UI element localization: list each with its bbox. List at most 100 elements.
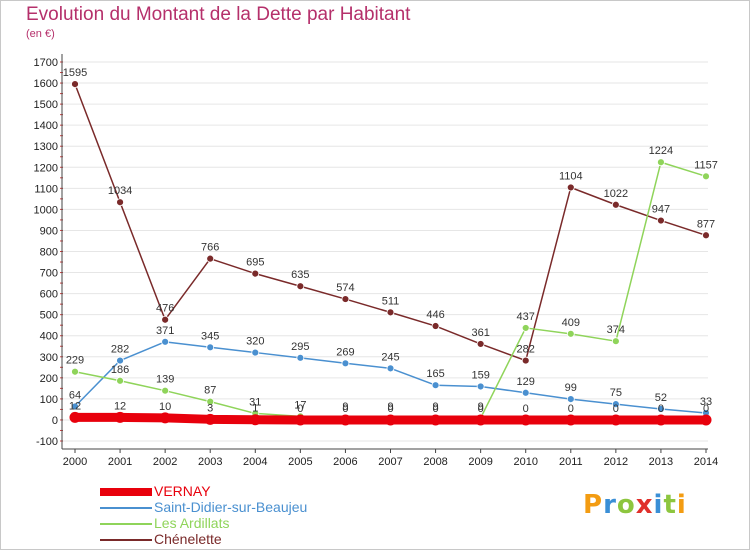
- data-label-3: 947: [652, 204, 670, 216]
- data-label-1: 165: [426, 368, 444, 380]
- data-label-0: 3: [207, 402, 213, 414]
- legend-swatch: [100, 488, 152, 496]
- data-point-3: [161, 315, 170, 324]
- y-tick-label: 1700: [34, 57, 58, 69]
- data-point-2: [71, 367, 79, 376]
- data-label-1: 269: [336, 346, 354, 358]
- data-label-3: 695: [246, 257, 264, 269]
- legend-label: VERNAY: [154, 483, 211, 499]
- data-point-2: [611, 337, 620, 346]
- data-label-2: 17: [294, 399, 306, 411]
- data-label-2: 409: [562, 317, 580, 329]
- data-point-1: [566, 395, 575, 403]
- data-point-3: [116, 198, 124, 207]
- data-label-2: 31: [249, 396, 261, 408]
- y-tick-label: 100: [40, 394, 58, 406]
- x-tick-label: 2009: [468, 456, 492, 468]
- legend-swatch: [100, 507, 152, 509]
- data-point-1: [161, 337, 170, 346]
- data-point-1: [116, 356, 124, 365]
- logo-letter: t: [663, 490, 677, 520]
- y-tick-label: 500: [40, 310, 58, 322]
- x-tick-label: 2003: [198, 456, 222, 468]
- data-point-0: [249, 414, 261, 426]
- data-point-2: [702, 172, 710, 181]
- data-point-0: [700, 414, 712, 426]
- data-point-0: [294, 414, 306, 426]
- data-point-1: [521, 388, 530, 397]
- data-point-1: [476, 382, 485, 391]
- y-tick-label: 1400: [34, 120, 58, 132]
- data-label-3: 574: [336, 282, 354, 294]
- data-label-1: 52: [655, 392, 667, 404]
- y-tick-label: 1100: [34, 183, 58, 195]
- data-point-0: [475, 414, 487, 426]
- data-label-0: 1: [252, 403, 258, 415]
- data-label-0: 0: [478, 403, 484, 415]
- x-tick-label: 2007: [378, 456, 402, 468]
- data-label-2: 1224: [649, 145, 673, 157]
- data-label-1: 33: [700, 396, 712, 408]
- x-tick-label: 2005: [288, 456, 312, 468]
- data-point-3: [476, 340, 485, 348]
- data-label-1: 345: [201, 330, 219, 342]
- data-label-2: 139: [156, 374, 174, 386]
- data-point-3: [521, 356, 530, 365]
- logo-letter: o: [616, 490, 636, 520]
- data-label-2: 9: [433, 401, 439, 413]
- data-label-1: 371: [156, 325, 174, 337]
- data-label-3: 476: [156, 303, 174, 315]
- y-tick-label: 900: [40, 225, 58, 237]
- x-tick-label: 2006: [333, 456, 357, 468]
- x-tick-label: 2004: [243, 456, 267, 468]
- data-label-0: 0: [568, 403, 574, 415]
- y-tick-label: 1300: [34, 141, 58, 153]
- data-label-3: 766: [201, 242, 219, 254]
- data-label-2: 374: [607, 324, 625, 336]
- data-label-3: 446: [426, 309, 444, 321]
- x-tick-label: 2014: [694, 456, 718, 468]
- data-point-2: [161, 386, 170, 395]
- y-tick-label: 300: [40, 352, 58, 364]
- data-label-2: 9: [342, 401, 348, 413]
- data-label-3: 635: [291, 269, 309, 281]
- data-point-1: [386, 364, 395, 373]
- data-label-0: 0: [613, 403, 619, 415]
- data-label-0: 0: [387, 403, 393, 415]
- y-tick-label: 700: [40, 268, 58, 280]
- data-point-3: [657, 216, 665, 225]
- data-point-0: [339, 414, 351, 426]
- data-point-0: [114, 411, 126, 423]
- data-point-1: [296, 353, 305, 362]
- data-point-0: [159, 412, 171, 424]
- x-tick-label: 2010: [513, 456, 537, 468]
- data-label-0: 0: [703, 403, 709, 415]
- data-point-0: [565, 414, 577, 426]
- data-label-1: 129: [517, 376, 535, 388]
- data-point-2: [521, 324, 530, 332]
- data-point-0: [204, 413, 216, 425]
- legend-swatch: [100, 523, 152, 525]
- data-label-2: 87: [204, 385, 216, 397]
- data-label-3: 511: [382, 295, 400, 307]
- data-point-3: [71, 80, 79, 89]
- data-point-3: [206, 254, 215, 263]
- legend-swatch: [100, 539, 152, 541]
- y-tick-label: -100: [36, 436, 58, 448]
- y-tick-label: 1200: [34, 162, 58, 174]
- data-label-3: 877: [697, 218, 715, 230]
- legend-label: Saint-Didier-sur-Beaujeu: [154, 499, 308, 515]
- y-tick-label: 1500: [34, 99, 58, 111]
- data-label-2: 1157: [694, 159, 718, 171]
- data-label-2: 9: [478, 401, 484, 413]
- data-point-3: [566, 183, 575, 192]
- x-tick-label: 2012: [604, 456, 628, 468]
- data-label-1: 245: [381, 351, 399, 363]
- data-point-2: [116, 376, 124, 385]
- chart-title: Evolution du Montant de la Dette par Hab…: [26, 4, 411, 25]
- data-label-1: 320: [246, 336, 264, 348]
- data-label-1: 295: [291, 341, 309, 353]
- data-point-3: [611, 200, 620, 209]
- data-point-0: [610, 414, 622, 426]
- data-label-1: 75: [610, 387, 622, 399]
